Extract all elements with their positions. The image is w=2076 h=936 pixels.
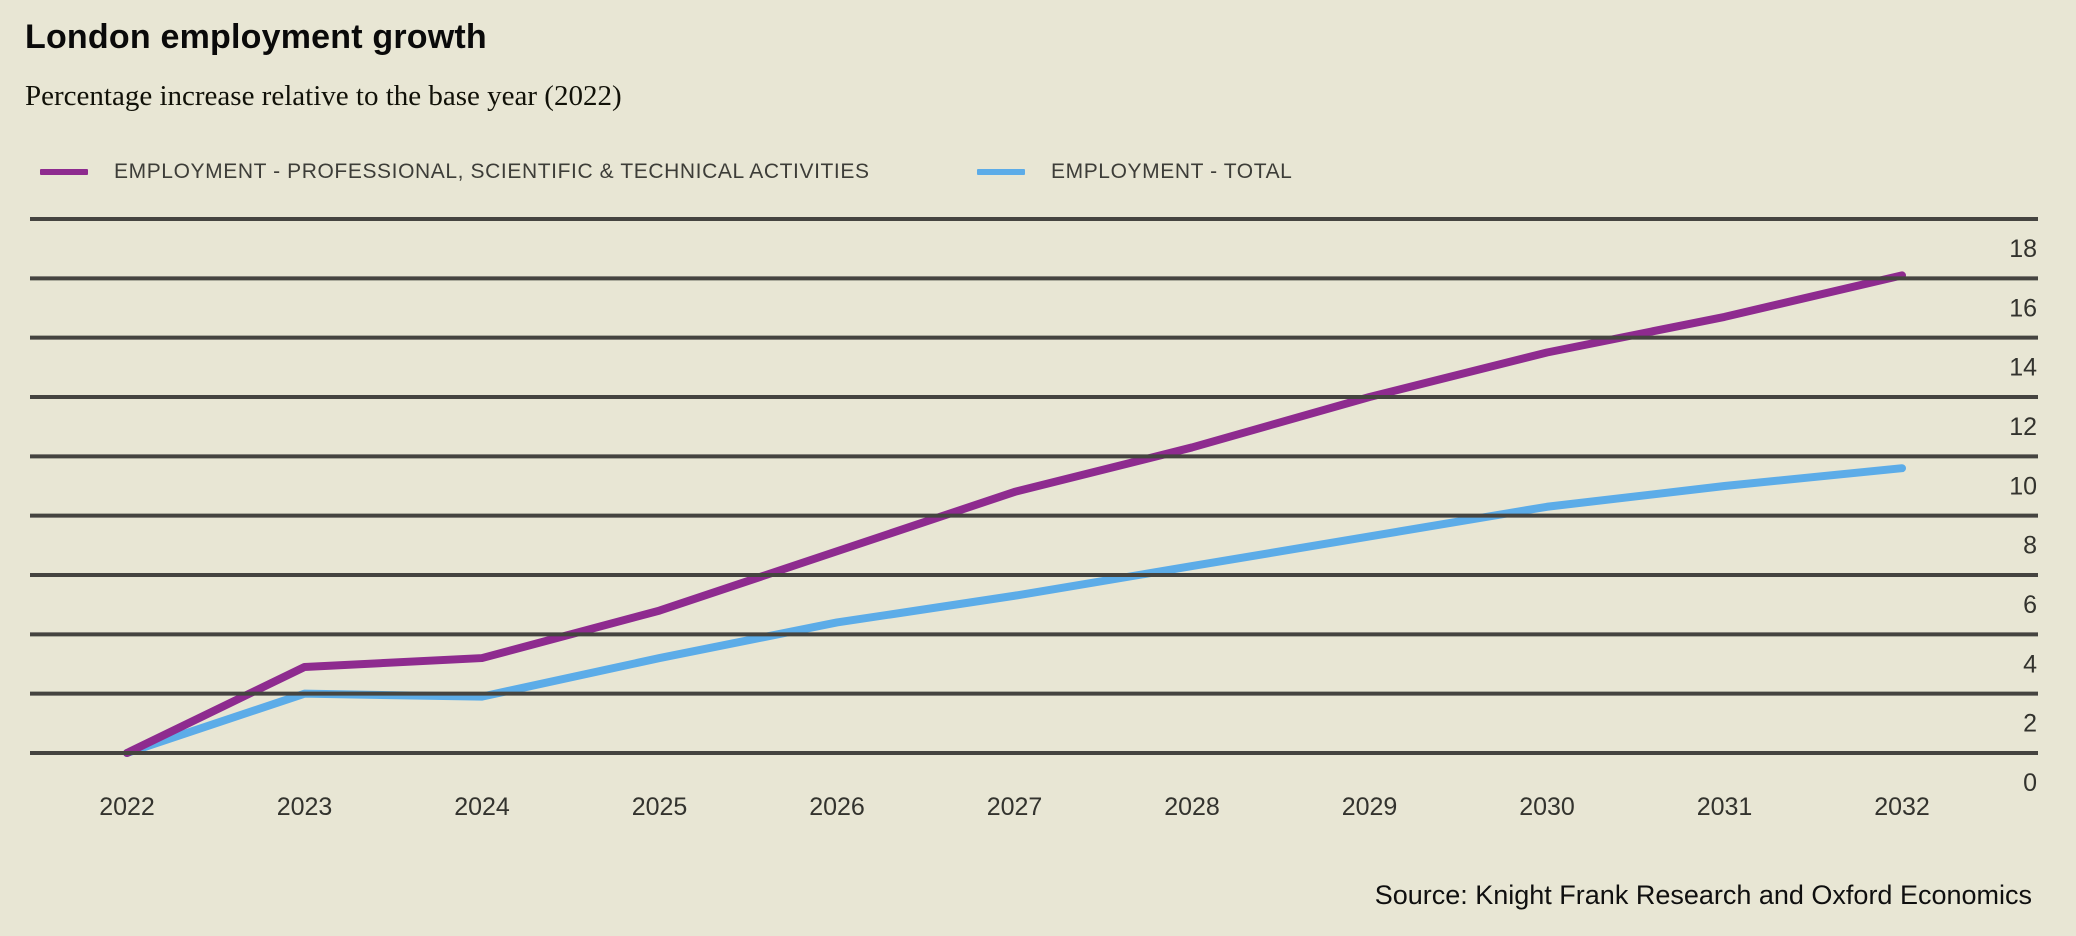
- x-tick-label-2026: 2026: [809, 793, 865, 821]
- y-tick-label-12: 12: [2009, 413, 2037, 441]
- series-line-1: [123, 464, 1906, 757]
- chart-title: London employment growth: [25, 18, 487, 56]
- y-tick-label-8: 8: [2023, 532, 2037, 560]
- y-tick-label-6: 6: [2023, 591, 2037, 619]
- legend-swatch-professional-icon: [40, 169, 88, 175]
- y-tick-label-18: 18: [2009, 235, 2037, 263]
- x-tick-label-2032: 2032: [1874, 793, 1930, 821]
- y-axis-labels: 0 2 4 6 8 10 12 14 16 18: [2009, 235, 2037, 797]
- y-tick-label-4: 4: [2023, 650, 2037, 678]
- legend-label-total: EMPLOYMENT - TOTAL: [1051, 160, 1293, 183]
- chart-subtitle: Percentage increase relative to the base…: [25, 80, 622, 112]
- series-line-0: [123, 271, 1906, 757]
- y-tick-label-16: 16: [2009, 294, 2037, 322]
- x-tick-label-2029: 2029: [1342, 793, 1398, 821]
- x-tick-label-2025: 2025: [632, 793, 688, 821]
- y-tick-label-2: 2: [2023, 710, 2037, 738]
- x-tick-label-2024: 2024: [454, 793, 510, 821]
- legend-label-professional: EMPLOYMENT - PROFESSIONAL, SCIENTIFIC & …: [114, 160, 870, 183]
- x-tick-label-2022: 2022: [99, 793, 155, 821]
- legend-item-total: EMPLOYMENT - TOTAL: [977, 160, 1292, 184]
- gridlines: [30, 217, 2038, 755]
- x-axis-labels: 2022 2023 2024 2025 2026 2027 2028 2029 2030 2031…: [99, 793, 1930, 821]
- legend-swatch-total-icon: [977, 169, 1025, 175]
- source-attribution: Source: Knight Frank Research and Oxford…: [1374, 880, 2032, 910]
- legend-item-professional: EMPLOYMENT - PROFESSIONAL, SCIENTIFIC & …: [40, 160, 870, 184]
- y-tick-label-10: 10: [2009, 472, 2037, 500]
- y-tick-label-0: 0: [2023, 769, 2037, 797]
- x-tick-label-2031: 2031: [1697, 793, 1753, 821]
- x-tick-label-2028: 2028: [1164, 793, 1220, 821]
- x-tick-label-2030: 2030: [1519, 793, 1575, 821]
- y-tick-label-14: 14: [2009, 354, 2037, 382]
- x-tick-label-2027: 2027: [987, 793, 1043, 821]
- x-tick-label-2023: 2023: [277, 793, 333, 821]
